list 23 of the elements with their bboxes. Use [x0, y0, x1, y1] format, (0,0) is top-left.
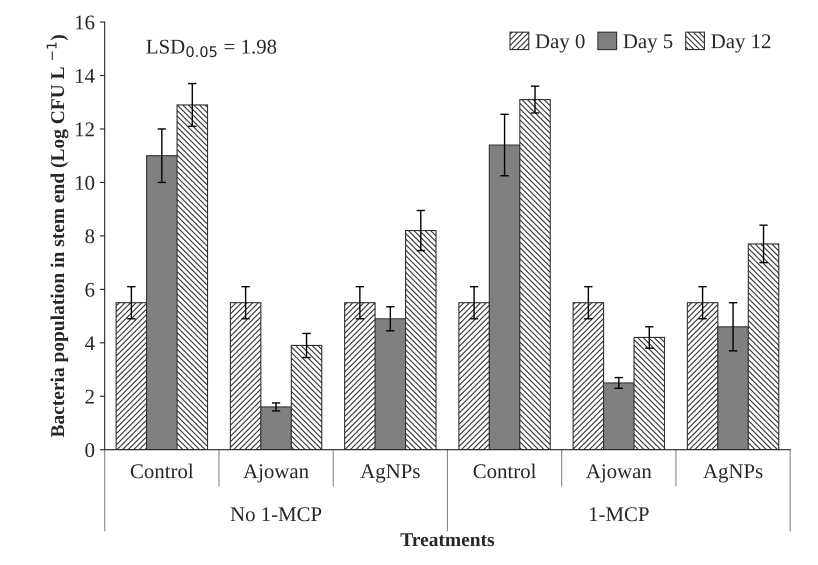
x-tick-label: AgNPs: [703, 464, 762, 483]
y-tick-label: 16: [76, 15, 94, 30]
x-axis-title: Treatments: [400, 533, 494, 546]
text: 1-MCP: [590, 507, 649, 522]
x-tick-label: Ajowan: [243, 464, 309, 483]
legend-label: Day 5: [623, 34, 672, 53]
legend-label: Day 12: [711, 34, 770, 53]
x-tick-label: Control: [474, 464, 536, 478]
annotation: LSD$_{0.05}$ = 1.98: [146, 40, 276, 58]
x-tick-label: Control: [130, 464, 194, 478]
x-tick-label: Ajowan: [586, 464, 652, 483]
y-tick-label: 2: [85, 390, 94, 404]
y-tick-label: 4: [84, 336, 95, 350]
y-tick-label: 8: [85, 229, 94, 244]
y-axis-title: Bacteria population in stem end (Log CFU L $^{−1}$): [46, 35, 68, 438]
y-tick-label: 14: [76, 68, 95, 83]
y-tick-label: 10: [76, 176, 94, 190]
y-tick-label: 12: [76, 122, 94, 136]
legend-label: Day 0: [536, 34, 585, 53]
text: No 1-MCP: [230, 507, 322, 522]
x-tick-label: AgNPs: [360, 464, 420, 483]
y-tick-label: 0: [85, 443, 94, 458]
y-tick-label: 6: [85, 282, 94, 297]
